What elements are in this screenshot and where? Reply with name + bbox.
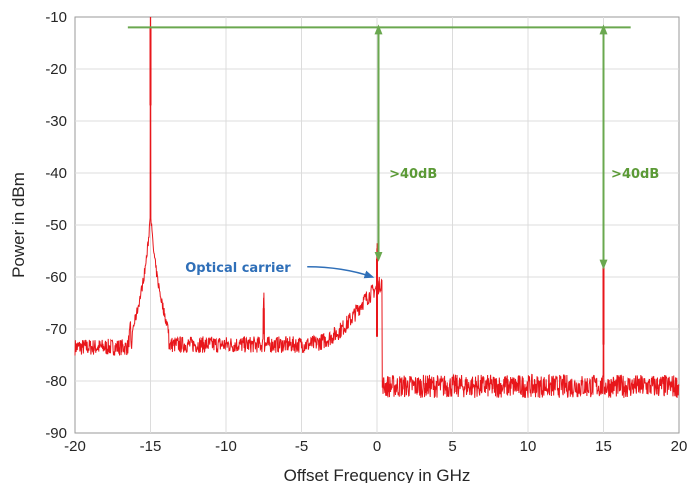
optical-carrier-arrow	[307, 266, 375, 279]
y-tick-label: -70	[45, 321, 67, 338]
x-tick-label: 0	[373, 438, 381, 455]
x-tick-label: 20	[671, 438, 688, 455]
annotation-layer: >40dB >40dB Optical carrier	[185, 24, 659, 279]
optical-carrier-label: Optical carrier	[185, 261, 291, 276]
y-tick-label: -60	[45, 269, 67, 286]
y-tick-label: -50	[45, 217, 67, 234]
y-tick-label: -20	[45, 61, 67, 78]
y-tick-label: -30	[45, 113, 67, 130]
y-axis-title: Power in dBm	[9, 172, 28, 278]
x-tick-labels: -20 -15 -10 -5 0 5 10 15 20	[64, 438, 687, 455]
x-tick-label: -5	[295, 438, 308, 455]
dynamic-range-label: >40dB	[611, 167, 659, 182]
x-tick-label: -20	[64, 438, 86, 455]
x-tick-label: 10	[520, 438, 537, 455]
y-tick-label: -90	[45, 425, 67, 442]
y-tick-label: -80	[45, 373, 67, 390]
x-tick-label: -10	[215, 438, 237, 455]
dynamic-range-label: >40dB	[389, 167, 437, 182]
x-tick-label: 15	[595, 438, 612, 455]
y-tick-labels: -90 -80 -70 -60 -50 -40 -30 -20 -10	[45, 9, 67, 442]
x-axis-title: Offset Frequency in GHz	[284, 466, 471, 483]
x-tick-label: -15	[140, 438, 162, 455]
y-tick-label: -40	[45, 165, 67, 182]
x-tick-label: 5	[448, 438, 456, 455]
y-tick-label: -10	[45, 9, 67, 26]
